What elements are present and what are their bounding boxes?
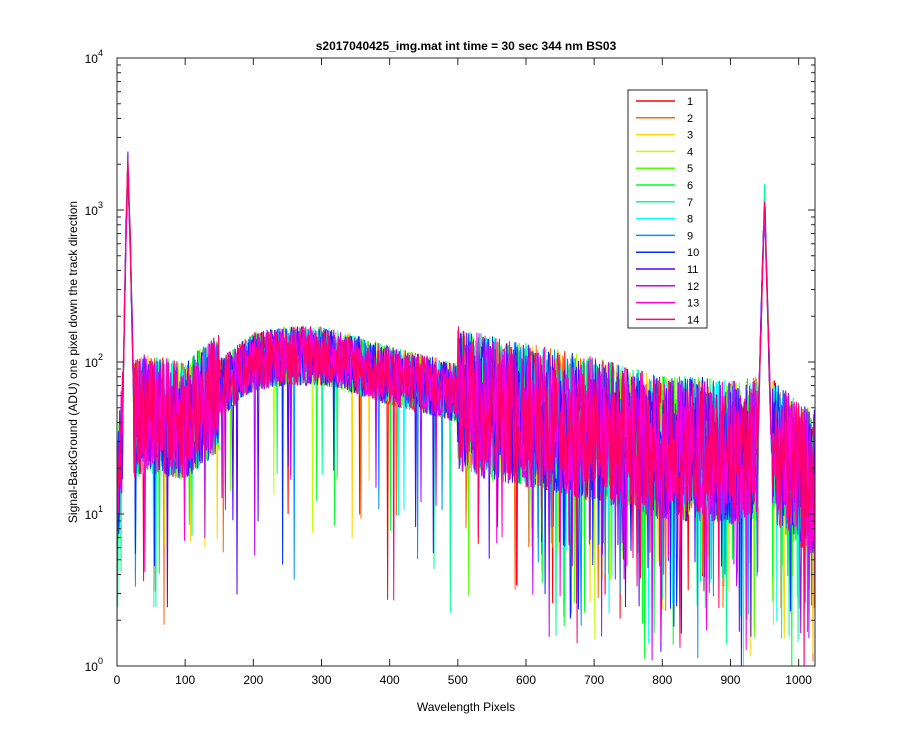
y-tick-label: 100 bbox=[85, 656, 103, 674]
chart-title: s2017040425_img.mat int time = 30 sec 34… bbox=[316, 39, 617, 53]
x-tick-label: 800 bbox=[652, 673, 672, 687]
series-line-12 bbox=[117, 161, 815, 661]
x-axis: 0 100 200 300 400 500 600 700 800 900 1000 bbox=[114, 58, 812, 687]
x-tick-label: 1000 bbox=[785, 673, 812, 687]
legend-label: 3 bbox=[687, 130, 693, 142]
y-tick-label: 101 bbox=[85, 504, 103, 522]
legend-label: 4 bbox=[687, 146, 693, 158]
legend-label: 5 bbox=[687, 163, 693, 175]
legend-label: 6 bbox=[687, 180, 693, 192]
series-line-14 bbox=[117, 158, 815, 666]
x-tick-label: 300 bbox=[311, 673, 331, 687]
x-tick-label: 400 bbox=[380, 673, 400, 687]
x-tick-label: 0 bbox=[114, 673, 121, 687]
legend-box bbox=[627, 89, 708, 329]
legend-label: 14 bbox=[687, 314, 699, 326]
y-tick-label: 103 bbox=[85, 200, 103, 218]
legend-label: 2 bbox=[687, 113, 693, 125]
legend-label: 12 bbox=[687, 281, 699, 293]
legend-label: 9 bbox=[687, 230, 693, 242]
legend-label: 8 bbox=[687, 214, 693, 226]
legend-label: 10 bbox=[687, 247, 699, 259]
x-tick-label: 900 bbox=[720, 673, 740, 687]
x-tick-label: 100 bbox=[175, 673, 195, 687]
series-line-13 bbox=[117, 172, 815, 650]
y-tick-label: 104 bbox=[85, 48, 103, 66]
x-tick-label: 700 bbox=[584, 673, 604, 687]
legend-label: 11 bbox=[687, 264, 698, 276]
x-tick-label: 200 bbox=[243, 673, 263, 687]
y-tick-label: 102 bbox=[85, 352, 103, 370]
x-tick-label: 600 bbox=[516, 673, 536, 687]
legend-label: 7 bbox=[687, 197, 693, 209]
legend-label: 1 bbox=[687, 96, 693, 108]
series-layer bbox=[117, 151, 815, 666]
x-axis-label: Wavelength Pixels bbox=[417, 700, 515, 714]
legend-label: 13 bbox=[687, 298, 699, 310]
y-axis-label: Signal-BackGround (ADU) one pixel down t… bbox=[66, 201, 80, 523]
x-tick-label: 500 bbox=[448, 673, 468, 687]
